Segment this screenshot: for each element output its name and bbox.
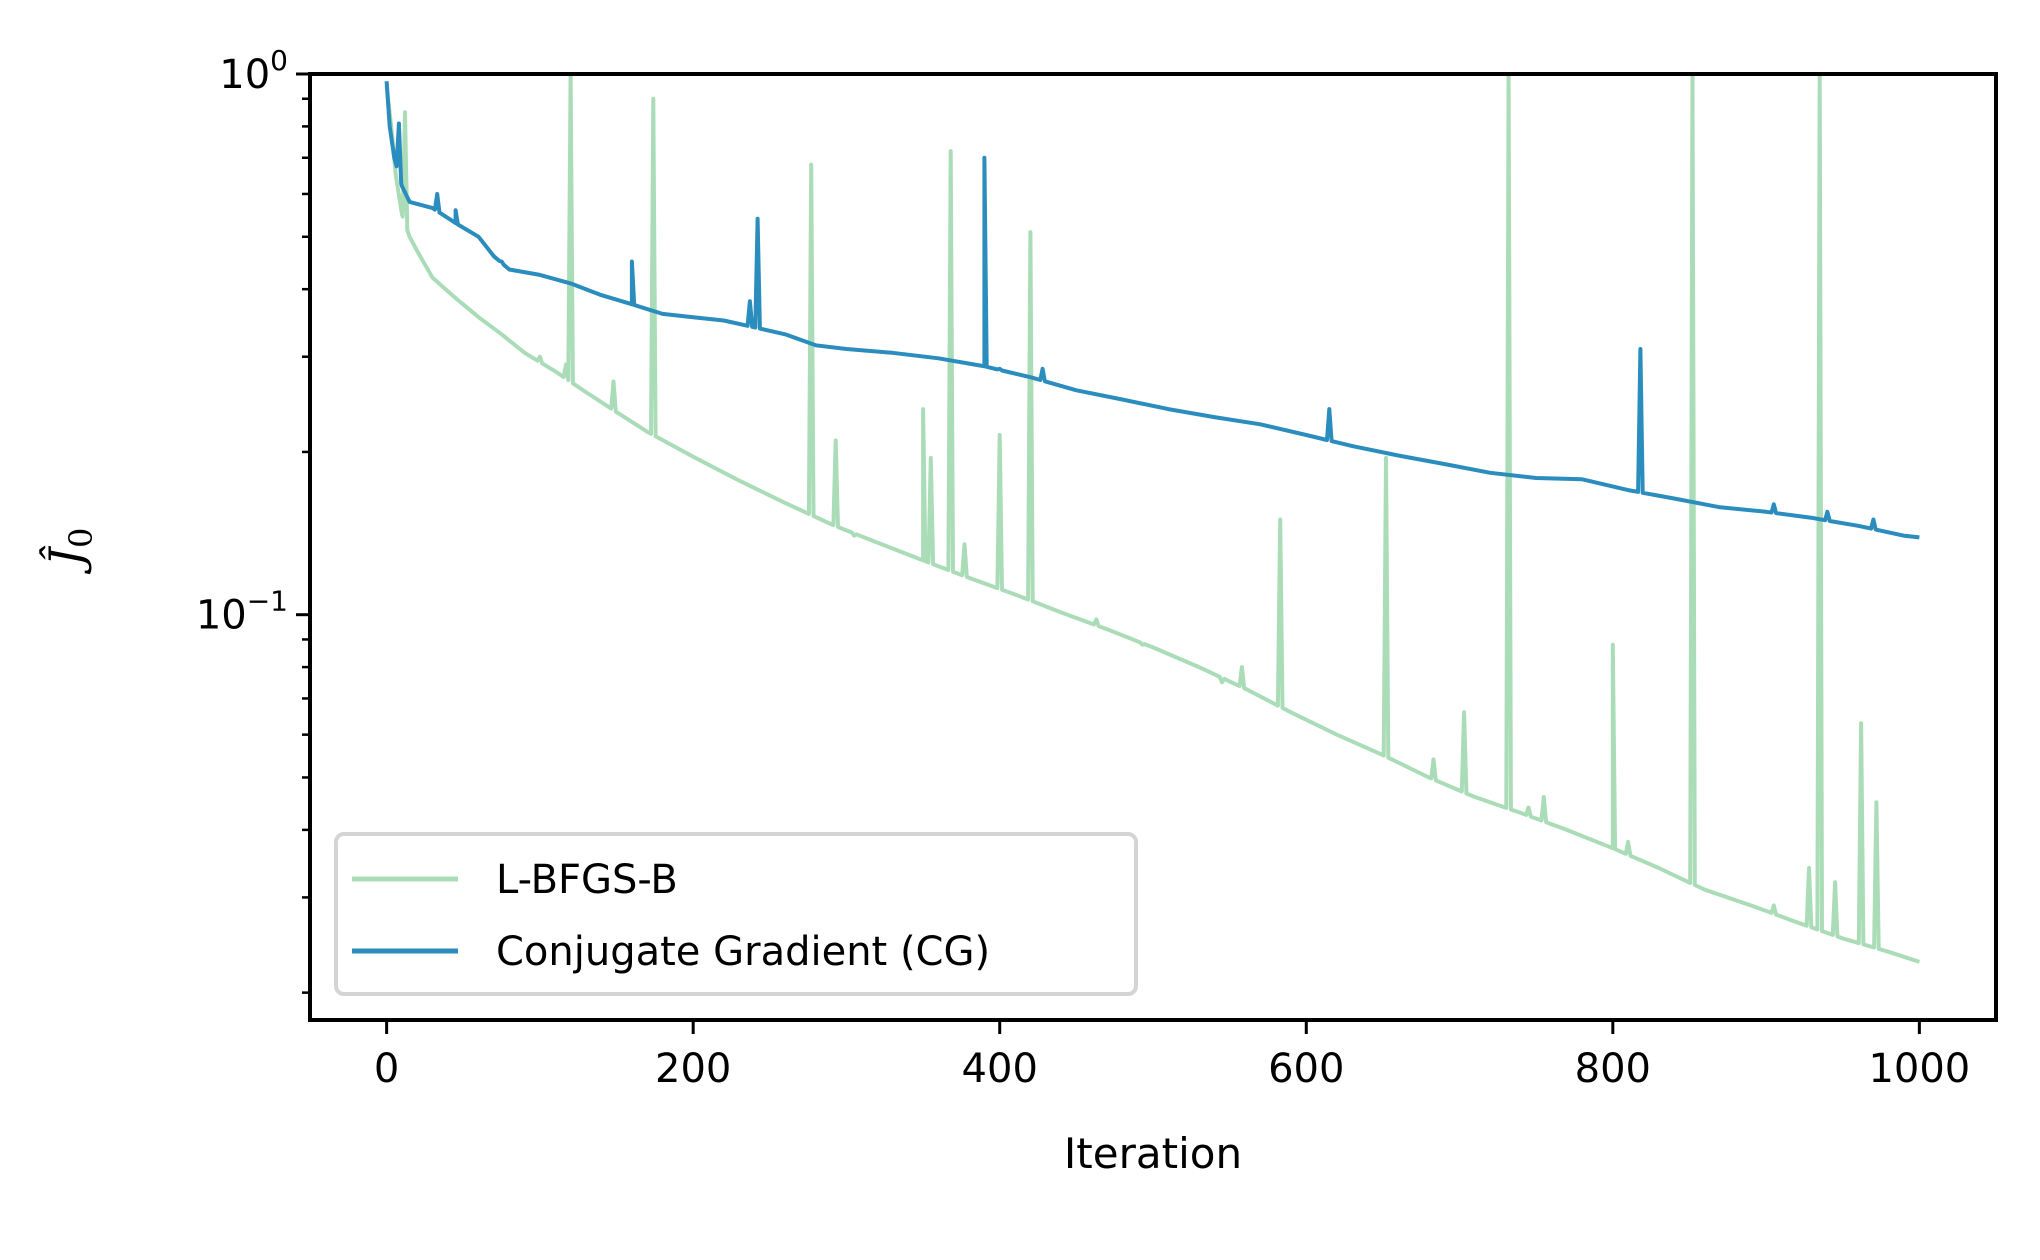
x-axis: 0 200 400 600 800 1000 <box>374 1020 1970 1092</box>
x-axis-label: Iteration <box>1064 1129 1242 1178</box>
legend: L-BFGS-B Conjugate Gradient (CG) <box>334 832 1138 996</box>
series-line-cg <box>384 81 1920 540</box>
legend-label: Conjugate Gradient (CG) <box>496 929 990 975</box>
x-tick-label: 800 <box>1575 1046 1651 1092</box>
legend-label: L-BFGS-B <box>496 857 678 903</box>
x-tick-label: 200 <box>655 1046 731 1092</box>
y-axis-label-base: Ĵ <box>39 545 93 574</box>
y-tick-label: 100 <box>219 44 288 98</box>
legend-box <box>334 832 1138 996</box>
plot-frame <box>308 72 1998 1022</box>
series-line-lbfgsb <box>384 74 1921 964</box>
y-axis-label-subscript: 0 <box>62 528 100 548</box>
y-tick-label: 10−1 <box>196 585 288 639</box>
x-tick-label: 0 <box>374 1046 399 1092</box>
x-tick-label: 400 <box>962 1046 1038 1092</box>
series-layer <box>384 74 1921 964</box>
x-tick-label: 600 <box>1268 1046 1344 1092</box>
x-tick-label: 1000 <box>1868 1046 1970 1092</box>
y-axis-label: Ĵ0 <box>39 528 100 575</box>
y-axis: 100 10−1 <box>196 44 310 994</box>
